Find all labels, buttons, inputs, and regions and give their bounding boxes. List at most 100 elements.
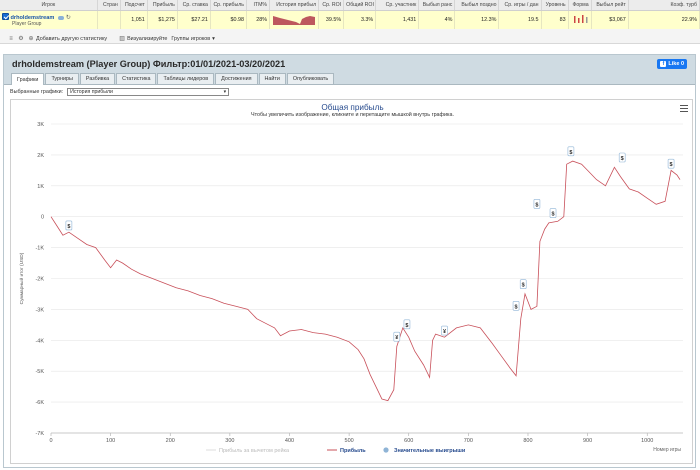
itm-cell: 28%	[246, 10, 271, 29]
y-tick-label: -7K	[35, 431, 44, 437]
visualize-button[interactable]: ▥ Визуализируйте	[119, 36, 167, 42]
level-cell: 83	[541, 10, 569, 29]
avg-stake-cell: $27.21	[177, 10, 211, 29]
x-tick-label: 500	[345, 438, 354, 444]
col-avg-roi[interactable]: Ср. ROI	[318, 0, 345, 11]
legend-item[interactable]: Значительные выигрыши	[394, 448, 465, 454]
col-form[interactable]: Форма	[568, 0, 592, 11]
big-win-marker	[567, 146, 575, 157]
x-tick-label: 700	[464, 438, 473, 444]
legend-marker-symbol	[383, 447, 389, 453]
chevron-down-icon: ▾	[212, 35, 215, 42]
count-cell: 1,051	[120, 10, 148, 29]
panel-title: drholdemstream (Player Group) Фильтр:01/…	[12, 58, 286, 69]
col-out-rate[interactable]: Выбыл рейт	[591, 0, 629, 11]
col-profit[interactable]: Прибыль	[147, 0, 178, 11]
x-tick-label: 1000	[641, 438, 653, 444]
legend-item[interactable]: Прибыль за вычетом рейка	[219, 447, 290, 454]
player-groups-dropdown[interactable]: Группы игроков ▾	[171, 36, 214, 42]
facebook-icon: f	[660, 61, 667, 67]
x-tick-label: 800	[523, 438, 532, 444]
profit-chart[interactable]: Общая прибыль Чтобы увеличить изображени…	[10, 99, 693, 464]
roi-cell: 39.5%	[318, 10, 345, 29]
col-player[interactable]: Игрок	[0, 0, 98, 11]
col-games-per-day[interactable]: Ср. игры / дан	[498, 0, 542, 11]
refresh-icon[interactable]: ↻	[65, 15, 71, 22]
y-tick-label: -3K	[35, 307, 44, 313]
chat-icon[interactable]	[57, 15, 64, 20]
col-count[interactable]: Подсчет	[120, 0, 148, 11]
add-stat-button[interactable]: ⊕ Добавить другую статистику	[28, 36, 107, 42]
panel-tabs: Графики Турниры Разбивка Статистика Табл…	[4, 72, 695, 85]
tab-publish[interactable]: Опубликовать	[286, 73, 335, 84]
tab-tournaments[interactable]: Турниры	[45, 73, 79, 84]
big-win-marker	[403, 319, 411, 330]
col-avg-entrants[interactable]: Ср. участник	[375, 0, 420, 11]
x-tick-label: 300	[225, 438, 234, 444]
col-total-roi[interactable]: Общий ROI	[343, 0, 377, 11]
profit-sparkline-cell[interactable]	[269, 10, 320, 29]
big-win-marker	[667, 158, 675, 169]
tab-achievements[interactable]: Достижения	[215, 73, 258, 84]
big-win-label: ¥	[443, 329, 447, 335]
stats-table: Игрок Стран Подсчет Прибыль Ср. ставка С…	[0, 0, 700, 29]
chevron-down-icon: ▾	[223, 89, 227, 95]
big-win-marker	[533, 199, 541, 209]
big-win-marker	[512, 301, 520, 311]
big-win-label: $	[535, 202, 538, 208]
out-rate-cell: $3,067	[591, 10, 629, 29]
big-win-label: $	[551, 212, 554, 218]
list-icon[interactable]: ≡	[9, 35, 13, 42]
stats-panel: Игрок Стран Подсчет Прибыль Ср. ставка С…	[0, 0, 700, 44]
profit-line	[50, 160, 681, 402]
col-early-out[interactable]: Выбыл ранс	[418, 0, 456, 11]
col-late-out[interactable]: Выбыл поздно	[454, 0, 500, 11]
big-win-marker	[441, 325, 448, 336]
big-win-label: $	[515, 304, 518, 310]
col-avg-profit[interactable]: Ср. прибыль	[210, 0, 247, 11]
big-win-label: $	[621, 156, 624, 162]
tab-charts[interactable]: Графики	[11, 73, 45, 85]
tab-leaderboards[interactable]: Таблицы лидеров	[157, 73, 215, 84]
col-level[interactable]: Уровень	[541, 0, 569, 11]
profit-cell: $1,275	[147, 10, 178, 29]
visualize-label: Визуализируйте	[127, 35, 168, 42]
col-itm[interactable]: ITM%	[246, 0, 271, 11]
y-tick-label: -6K	[35, 400, 44, 406]
chart-icon: ▥	[119, 35, 125, 42]
chart-menu-icon[interactable]	[680, 105, 688, 112]
chart-select-label: Выбранные графики:	[10, 89, 64, 95]
y-tick-label: 1K	[37, 184, 44, 190]
settings-icon[interactable]: ⚙	[18, 35, 24, 42]
x-tick-label: 900	[583, 438, 592, 444]
avg-profit-cell: $0.98	[210, 10, 247, 29]
form-bars	[573, 14, 588, 23]
facebook-like-button[interactable]: f Like 0	[657, 59, 687, 69]
col-profit-history[interactable]: История прибыл	[269, 0, 320, 11]
player-name-link[interactable]: drholdemstream	[10, 15, 55, 22]
big-win-marker	[65, 220, 73, 231]
x-axis-title: Номер игры	[653, 447, 681, 453]
tab-statistics[interactable]: Статистика	[116, 73, 157, 84]
col-country[interactable]: Стран	[97, 0, 121, 11]
late-out-cell: 12.3%	[454, 10, 500, 29]
col-turbo-ratio[interactable]: Коэф. турб	[628, 0, 700, 11]
y-tick-label: -4K	[35, 338, 44, 344]
table-row[interactable]: drholdemstream ↻ Player Group 1,051 $1,2…	[0, 10, 700, 29]
tab-breakdown[interactable]: Разбивка	[79, 73, 116, 84]
player-cell[interactable]: drholdemstream ↻ Player Group	[0, 10, 98, 29]
chart-select[interactable]: История прибыли ▾	[67, 88, 230, 96]
player-groups-label: Группы игроков	[171, 35, 211, 42]
col-avg-stake[interactable]: Ср. ставка	[177, 0, 211, 11]
tab-find[interactable]: Найти	[258, 73, 286, 84]
chart-canvas[interactable]: -7K -6K -5K -4K -3K -2K -1K 0 1K 2K 3K 0 100 200 300 40…	[11, 100, 694, 465]
row-checkbox[interactable]	[2, 13, 9, 21]
like-label: Like 0	[668, 61, 684, 67]
y-tick-label: -2K	[35, 277, 44, 283]
legend-item[interactable]: Прибыль	[340, 447, 366, 454]
big-win-marker	[519, 279, 527, 289]
x-tick-label: 100	[106, 438, 115, 444]
chart-title: Общая прибыль	[321, 103, 384, 112]
y-tick-label: 3K	[37, 122, 44, 128]
big-win-label: $	[569, 150, 572, 156]
